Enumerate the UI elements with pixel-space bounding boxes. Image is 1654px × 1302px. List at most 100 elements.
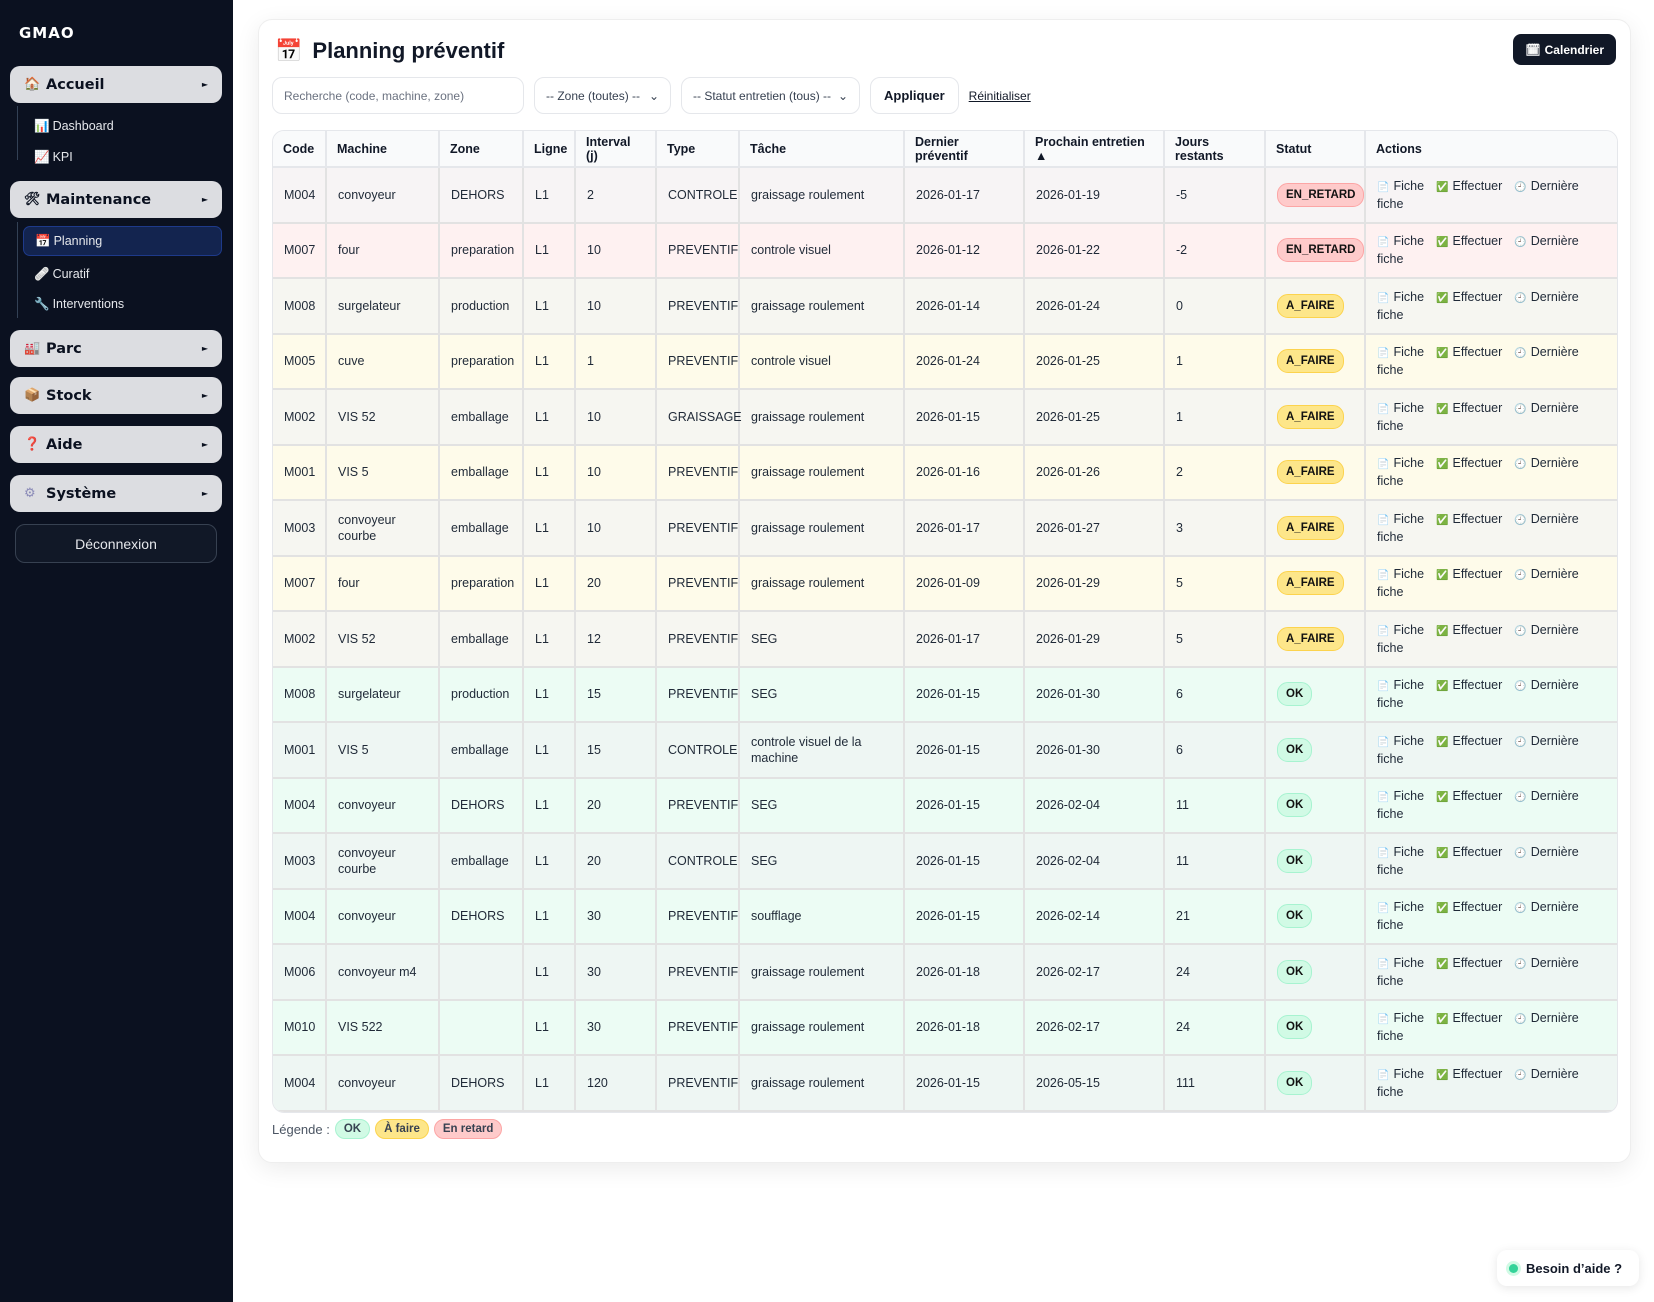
- fiche-button[interactable]: 📄 Fiche: [1377, 290, 1424, 304]
- fiche-button[interactable]: 📄 Fiche: [1377, 789, 1424, 803]
- calendar-button-label: Calendrier: [1544, 42, 1604, 57]
- derniere-fiche-button[interactable]: 🕘 Dernière fiche: [1377, 789, 1579, 821]
- cell-prochain-entretien: 2026-01-30: [1024, 666, 1165, 723]
- zone-select[interactable]: -- Zone (toutes) -- ⌄: [534, 77, 671, 114]
- derniere-fiche-button[interactable]: 🕘 Dernière fiche: [1377, 567, 1579, 599]
- effectuer-button[interactable]: ✅ Effectuer: [1436, 456, 1502, 470]
- action-label: Dernière fiche: [1377, 900, 1579, 933]
- nav-group-accueil[interactable]: 🏠 Accueil ►: [10, 66, 222, 103]
- cell-dernier-preventif: 2026-01-17: [904, 167, 1025, 224]
- nav-group-maintenance[interactable]: 🛠 Maintenance ►: [10, 181, 222, 218]
- cell-interval: 10: [575, 278, 657, 335]
- calendar-button[interactable]: 🗓 Calendrier: [1513, 34, 1616, 65]
- action-label: Effectuer: [1452, 234, 1503, 249]
- sidebar: GMAO 🏠 Accueil ► 📊 Dashboard 📈 KPI 🛠 Maintena…: [0, 0, 233, 1302]
- fiche-button[interactable]: 📄 Fiche: [1377, 623, 1424, 637]
- effectuer-button[interactable]: ✅ Effectuer: [1436, 567, 1502, 581]
- sidebar-item-curatif[interactable]: 🩹 Curatif: [34, 259, 89, 289]
- derniere-fiche-button[interactable]: 🕘 Dernière fiche: [1377, 290, 1579, 322]
- derniere-fiche-button[interactable]: 🕘 Dernière fiche: [1377, 956, 1579, 988]
- derniere-fiche-button[interactable]: 🕘 Dernière fiche: [1377, 1067, 1579, 1099]
- table-row: M001 VIS 5 emballage L1 15 CONTROLE controle v…: [273, 722, 1617, 779]
- derniere-fiche-button[interactable]: 🕘 Dernière fiche: [1377, 900, 1579, 932]
- fiche-button[interactable]: 📄 Fiche: [1377, 234, 1424, 248]
- derniere-fiche-button[interactable]: 🕘 Dernière fiche: [1377, 845, 1579, 877]
- effectuer-button[interactable]: ✅ Effectuer: [1436, 845, 1502, 859]
- action-label: Dernière fiche: [1377, 289, 1579, 322]
- derniere-fiche-button[interactable]: 🕘 Dernière fiche: [1377, 512, 1579, 544]
- cell-tache: graissage roulement: [739, 278, 905, 335]
- sidebar-item-dashboard[interactable]: 📊 Dashboard: [34, 111, 114, 141]
- clock-icon: 🕘: [1514, 736, 1527, 748]
- effectuer-button[interactable]: ✅ Effectuer: [1436, 234, 1502, 248]
- fiche-button[interactable]: 📄 Fiche: [1377, 179, 1424, 193]
- fiche-button[interactable]: 📄 Fiche: [1377, 1067, 1424, 1081]
- sidebar-item-kpi[interactable]: 📈 KPI: [34, 142, 73, 172]
- nav-group-parc[interactable]: 🏭 Parc ►: [10, 330, 222, 367]
- fiche-button[interactable]: 📄 Fiche: [1377, 900, 1424, 914]
- nav-group-stock[interactable]: 📦 Stock ►: [10, 377, 222, 414]
- fiche-button[interactable]: 📄 Fiche: [1377, 1011, 1424, 1025]
- nav-group-systeme[interactable]: ⚙ Système ►: [10, 475, 222, 512]
- statut-select[interactable]: -- Statut entretien (tous) -- ⌄: [681, 77, 860, 114]
- action-label: Effectuer: [1452, 622, 1503, 637]
- fiche-button[interactable]: 📄 Fiche: [1377, 456, 1424, 470]
- fiche-button[interactable]: 📄 Fiche: [1377, 845, 1424, 859]
- effectuer-button[interactable]: ✅ Effectuer: [1436, 900, 1502, 914]
- fiche-button[interactable]: 📄 Fiche: [1377, 734, 1424, 748]
- fiche-button[interactable]: 📄 Fiche: [1377, 345, 1424, 359]
- effectuer-button[interactable]: ✅ Effectuer: [1436, 623, 1502, 637]
- fiche-button[interactable]: 📄 Fiche: [1377, 956, 1424, 970]
- derniere-fiche-button[interactable]: 🕘 Dernière fiche: [1377, 734, 1579, 766]
- effectuer-button[interactable]: ✅ Effectuer: [1436, 678, 1502, 692]
- effectuer-button[interactable]: ✅ Effectuer: [1436, 789, 1502, 803]
- action-label: Effectuer: [1452, 678, 1503, 693]
- effectuer-button[interactable]: ✅ Effectuer: [1436, 512, 1502, 526]
- derniere-fiche-button[interactable]: 🕘 Dernière fiche: [1377, 678, 1579, 710]
- cell-jours-restants: 0: [1164, 278, 1266, 335]
- fiche-button[interactable]: 📄 Fiche: [1377, 401, 1424, 415]
- status-badge: OK: [1277, 904, 1313, 929]
- fiche-button[interactable]: 📄 Fiche: [1377, 567, 1424, 581]
- effectuer-button[interactable]: ✅ Effectuer: [1436, 956, 1502, 970]
- cell-actions: 📄 Fiche ✅ Effectuer 🕘 Dernière fiche: [1365, 500, 1617, 557]
- derniere-fiche-button[interactable]: 🕘 Dernière fiche: [1377, 623, 1579, 655]
- effectuer-button[interactable]: ✅ Effectuer: [1436, 345, 1502, 359]
- effectuer-button[interactable]: ✅ Effectuer: [1436, 1011, 1502, 1025]
- derniere-fiche-button[interactable]: 🕘 Dernière fiche: [1377, 345, 1579, 377]
- effectuer-button[interactable]: ✅ Effectuer: [1436, 179, 1502, 193]
- derniere-fiche-button[interactable]: 🕘 Dernière fiche: [1377, 179, 1579, 211]
- effectuer-button[interactable]: ✅ Effectuer: [1436, 290, 1502, 304]
- help-button[interactable]: Besoin d’aide ?: [1497, 1250, 1639, 1286]
- cell-prochain-entretien: 2026-01-25: [1024, 333, 1165, 390]
- sidebar-item-interventions[interactable]: 🔧 Interventions: [34, 289, 124, 319]
- cell-jours-restants: 2: [1164, 444, 1266, 501]
- cell-ligne: L1: [523, 555, 576, 612]
- fiche-button[interactable]: 📄 Fiche: [1377, 678, 1424, 692]
- search-input[interactable]: Recherche (code, machine, zone): [272, 77, 524, 114]
- derniere-fiche-button[interactable]: 🕘 Dernière fiche: [1377, 1011, 1579, 1043]
- apply-button[interactable]: Appliquer: [870, 77, 959, 114]
- sidebar-item-planning[interactable]: 📅 Planning: [23, 226, 222, 256]
- cell-prochain-entretien: 2026-02-17: [1024, 944, 1165, 1001]
- clock-icon: 🕘: [1514, 459, 1527, 471]
- caret-right-icon: ►: [201, 80, 208, 89]
- logout-button[interactable]: Déconnexion: [15, 524, 217, 563]
- derniere-fiche-button[interactable]: 🕘 Dernière fiche: [1377, 456, 1579, 488]
- derniere-fiche-button[interactable]: 🕘 Dernière fiche: [1377, 401, 1579, 433]
- fiche-button[interactable]: 📄 Fiche: [1377, 512, 1424, 526]
- cell-interval: 15: [575, 666, 657, 723]
- document-icon: 📄: [1377, 847, 1390, 859]
- reset-link[interactable]: Réinitialiser: [968, 88, 1031, 103]
- effectuer-button[interactable]: ✅ Effectuer: [1436, 401, 1502, 415]
- check-icon: ✅: [1436, 681, 1449, 693]
- cell-interval: 30: [575, 999, 657, 1056]
- cell-actions: 📄 Fiche ✅ Effectuer 🕘 Dernière fiche: [1365, 722, 1617, 779]
- effectuer-button[interactable]: ✅ Effectuer: [1436, 1067, 1502, 1081]
- nav-group-aide[interactable]: ❓ Aide ►: [10, 426, 222, 463]
- derniere-fiche-button[interactable]: 🕘 Dernière fiche: [1377, 234, 1579, 266]
- status-dot-icon: [1509, 1263, 1518, 1273]
- effectuer-button[interactable]: ✅ Effectuer: [1436, 734, 1502, 748]
- check-icon: ✅: [1436, 181, 1449, 193]
- column-header-prochain-entretien[interactable]: Prochain entretien ▲: [1024, 131, 1165, 168]
